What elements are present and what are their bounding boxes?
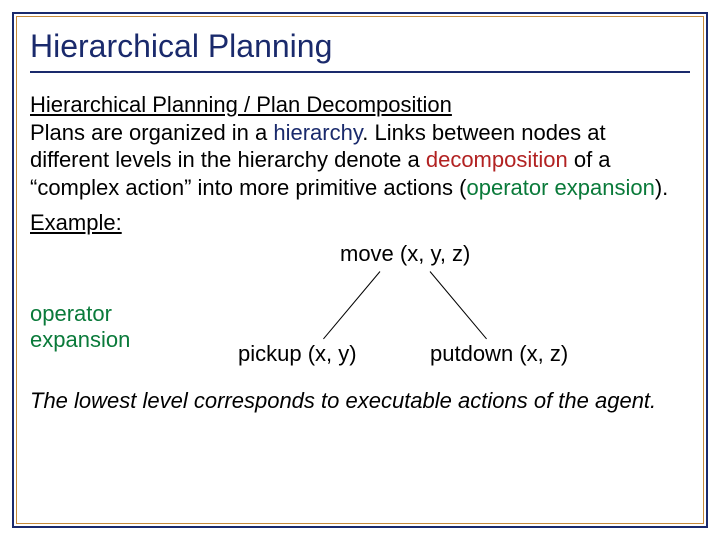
para-pre: Plans are organized in a — [30, 120, 273, 145]
edge-left — [323, 271, 380, 339]
term-operator-expansion: operator expansion — [466, 175, 654, 200]
node-move: move (x, y, z) — [340, 241, 470, 267]
title-underline — [30, 71, 690, 73]
subtitle: Hierarchical Planning / Plan Decompositi… — [30, 92, 452, 117]
tree-diagram: move (x, y, z) pickup (x, y) putdown (x,… — [30, 241, 690, 381]
slide-content: Hierarchical Planning Hierarchical Plann… — [30, 28, 690, 512]
op-label-line1: operator — [30, 301, 112, 326]
operator-expansion-label: operator expansion — [30, 301, 130, 354]
footer-text: The lowest level corresponds to executab… — [30, 387, 690, 415]
example-label: Example: — [30, 209, 122, 237]
node-putdown: putdown (x, z) — [430, 341, 568, 367]
slide-body: Hierarchical Planning / Plan Decompositi… — [30, 91, 690, 237]
slide-title: Hierarchical Planning — [30, 28, 690, 65]
edge-right — [430, 271, 487, 339]
node-pickup: pickup (x, y) — [238, 341, 357, 367]
para-post: ). — [655, 175, 668, 200]
term-hierarchy: hierarchy — [273, 120, 362, 145]
op-label-line2: expansion — [30, 327, 130, 352]
term-decomposition: decomposition — [426, 147, 568, 172]
